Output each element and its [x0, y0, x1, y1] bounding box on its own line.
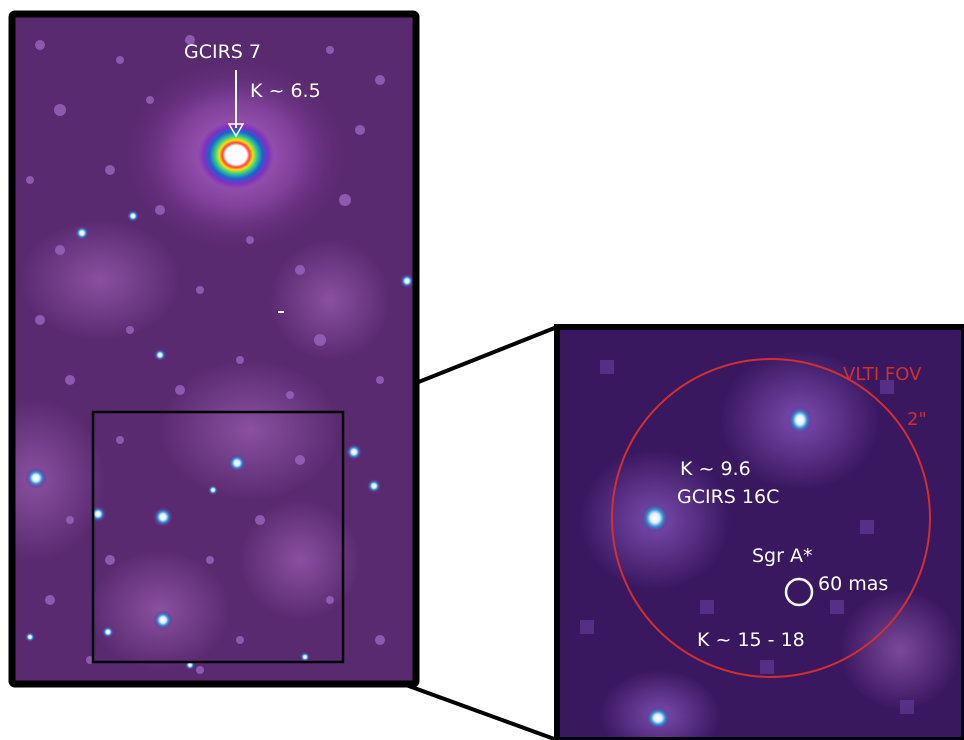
vlti-fov-size-label: 2" [907, 409, 927, 430]
arrow-down-icon [227, 123, 245, 138]
left-image-panel: GCIRS 7 K ~ 6.5 [8, 10, 420, 688]
zoom-image-panel: VLTI FOV 2" K ~ 9.6 GCIRS 16C Sgr A* 60 … [554, 324, 964, 740]
vlti-fov-label: VLTI FOV [843, 364, 922, 385]
zoom-inset-box [91, 410, 345, 664]
gcirs7-star [198, 121, 274, 189]
gcirs7-label: GCIRS 7 [184, 41, 261, 63]
sgr-a-label: Sgr A* [752, 545, 812, 567]
beam-size-label: 60 mas [818, 573, 888, 595]
sgr-a-beam-circle [784, 577, 814, 607]
gcirs16c-mag-label: K ~ 9.6 [680, 458, 751, 480]
vlti-fov-circle [611, 358, 931, 678]
gcirs16c-label: GCIRS 16C [677, 486, 779, 508]
faint-mag-label: K ~ 15 - 18 [697, 629, 805, 651]
gcirs7-mag-label: K ~ 6.5 [250, 80, 321, 102]
